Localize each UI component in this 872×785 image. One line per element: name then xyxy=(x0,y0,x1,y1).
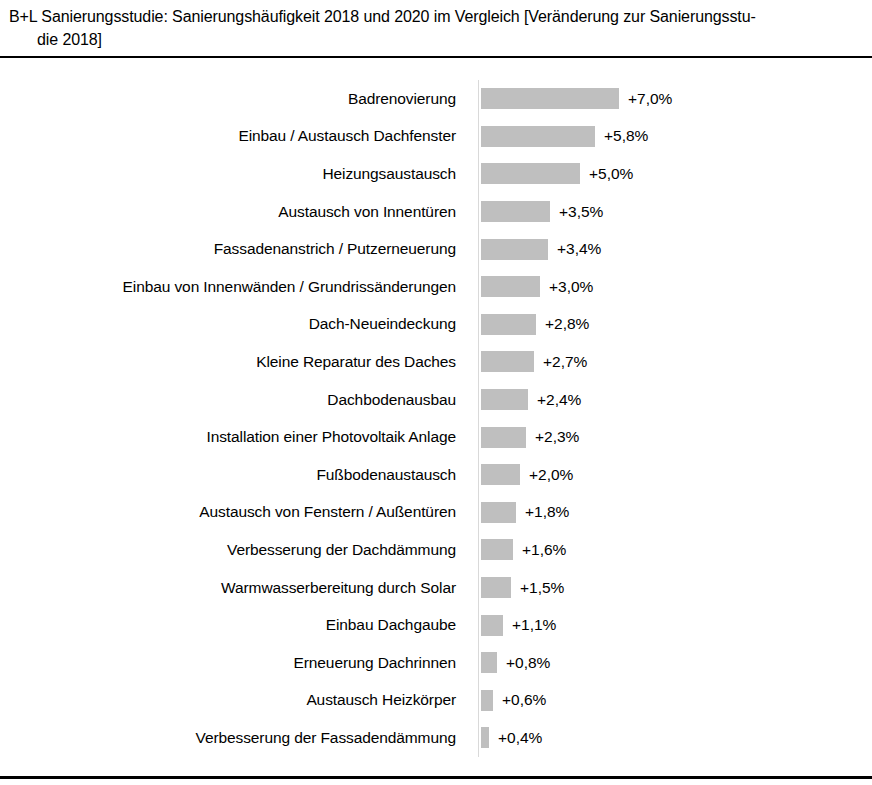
bar-area: +5,8% xyxy=(478,118,872,156)
value-label: +3,5% xyxy=(559,203,603,221)
category-label: Einbau von Innenwänden / Grundrissänderu… xyxy=(0,278,456,296)
value-label: +2,3% xyxy=(535,428,579,446)
bar-chart: Badrenovierung +7,0% Einbau / Austausch … xyxy=(0,80,872,757)
value-label: +2,8% xyxy=(545,315,589,333)
bar xyxy=(481,389,528,410)
bar-row: Austausch von Fenstern / Außentüren +1,8… xyxy=(0,494,872,532)
bar-area: +0,8% xyxy=(478,644,872,682)
bar-row: Einbau / Austausch Dachfenster +5,8% xyxy=(0,118,872,156)
chart-title: B+L Sanierungsstudie: Sanierungshäufigke… xyxy=(9,5,866,51)
bar-area: +3,4% xyxy=(478,230,872,268)
bar-area: +1,6% xyxy=(478,531,872,569)
bar-row: Badrenovierung +7,0% xyxy=(0,80,872,118)
bar xyxy=(481,615,503,636)
chart-title-line2: die 2018] xyxy=(9,28,866,51)
bar xyxy=(481,239,548,260)
bar xyxy=(481,690,493,711)
bar xyxy=(481,539,513,560)
value-label: +2,4% xyxy=(537,391,581,409)
bar-area: +3,0% xyxy=(478,268,872,306)
value-label: +5,8% xyxy=(604,127,648,145)
bar-row: Warmwasserbereitung durch Solar +1,5% xyxy=(0,569,872,607)
bar-row: Fassadenanstrich / Putzerneuerung +3,4% xyxy=(0,230,872,268)
bar-row: Einbau Dachgaube +1,1% xyxy=(0,606,872,644)
category-label: Erneuerung Dachrinnen xyxy=(0,654,456,672)
category-label: Einbau / Austausch Dachfenster xyxy=(0,127,456,145)
bar-row: Erneuerung Dachrinnen +0,8% xyxy=(0,644,872,682)
bar xyxy=(481,427,526,448)
value-label: +5,0% xyxy=(589,165,633,183)
bar xyxy=(481,126,595,147)
bar-row: Verbesserung der Fassadendämmung +0,4% xyxy=(0,719,872,757)
bar-row: Dach-Neueindeckung +2,8% xyxy=(0,306,872,344)
bottom-rule xyxy=(0,776,872,779)
category-label: Austausch Heizkörper xyxy=(0,691,456,709)
bar-row: Einbau von Innenwänden / Grundrissänderu… xyxy=(0,268,872,306)
category-label: Verbesserung der Fassadendämmung xyxy=(0,729,456,747)
bar xyxy=(481,727,489,748)
bar-area: +0,4% xyxy=(478,719,872,757)
bar-row: Fußbodenaustausch +2,0% xyxy=(0,456,872,494)
bar xyxy=(481,652,497,673)
value-label: +7,0% xyxy=(628,90,672,108)
bar xyxy=(481,577,511,598)
category-label: Verbesserung der Dachdämmung xyxy=(0,541,456,559)
value-label: +1,5% xyxy=(520,579,564,597)
category-label: Fußbodenaustausch xyxy=(0,466,456,484)
bar xyxy=(481,314,536,335)
bar-area: +2,8% xyxy=(478,306,872,344)
bar xyxy=(481,201,550,222)
value-label: +3,0% xyxy=(549,278,593,296)
bar-row: Austausch Heizkörper +0,6% xyxy=(0,682,872,720)
bar-area: +2,3% xyxy=(478,418,872,456)
value-label: +0,4% xyxy=(498,729,542,747)
bar-area: +0,6% xyxy=(478,682,872,720)
chart-title-line1: B+L Sanierungsstudie: Sanierungshäufigke… xyxy=(9,5,866,28)
bar-row: Kleine Reparatur des Daches +2,7% xyxy=(0,343,872,381)
bar-area: +5,0% xyxy=(478,155,872,193)
category-label: Heizungsaustausch xyxy=(0,165,456,183)
bar-row: Heizungsaustausch +5,0% xyxy=(0,155,872,193)
value-label: +1,6% xyxy=(522,541,566,559)
bar-row: Austausch von Innentüren +3,5% xyxy=(0,193,872,231)
bar-area: +7,0% xyxy=(478,80,872,118)
bar-area: +3,5% xyxy=(478,193,872,231)
bar-row: Installation einer Photovoltaik Anlage +… xyxy=(0,418,872,456)
bar-area: +2,0% xyxy=(478,456,872,494)
category-label: Fassadenanstrich / Putzerneuerung xyxy=(0,240,456,258)
bar xyxy=(481,502,516,523)
category-label: Kleine Reparatur des Daches xyxy=(0,353,456,371)
value-label: +3,4% xyxy=(557,240,601,258)
value-label: +0,6% xyxy=(502,691,546,709)
title-underline xyxy=(0,56,872,58)
bar xyxy=(481,464,520,485)
category-label: Badrenovierung xyxy=(0,90,456,108)
category-label: Dach-Neueindeckung xyxy=(0,315,456,333)
bar xyxy=(481,163,580,184)
value-label: +1,8% xyxy=(525,503,569,521)
bar-area: +2,7% xyxy=(478,343,872,381)
bar-area: +1,8% xyxy=(478,494,872,532)
category-label: Austausch von Fenstern / Außentüren xyxy=(0,503,456,521)
bar-row: Dachbodenausbau +2,4% xyxy=(0,381,872,419)
value-label: +2,0% xyxy=(529,466,573,484)
bar xyxy=(481,88,619,109)
bar-row: Verbesserung der Dachdämmung +1,6% xyxy=(0,531,872,569)
bar-area: +1,1% xyxy=(478,606,872,644)
bar-area: +2,4% xyxy=(478,381,872,419)
value-label: +2,7% xyxy=(543,353,587,371)
report-page: B+L Sanierungsstudie: Sanierungshäufigke… xyxy=(0,0,872,785)
category-label: Austausch von Innentüren xyxy=(0,203,456,221)
category-label: Einbau Dachgaube xyxy=(0,616,456,634)
bar-area: +1,5% xyxy=(478,569,872,607)
category-label: Warmwasserbereitung durch Solar xyxy=(0,579,456,597)
bar xyxy=(481,276,540,297)
category-label: Dachbodenausbau xyxy=(0,391,456,409)
value-label: +0,8% xyxy=(506,654,550,672)
category-label: Installation einer Photovoltaik Anlage xyxy=(0,428,456,446)
bar xyxy=(481,351,534,372)
value-label: +1,1% xyxy=(512,616,556,634)
